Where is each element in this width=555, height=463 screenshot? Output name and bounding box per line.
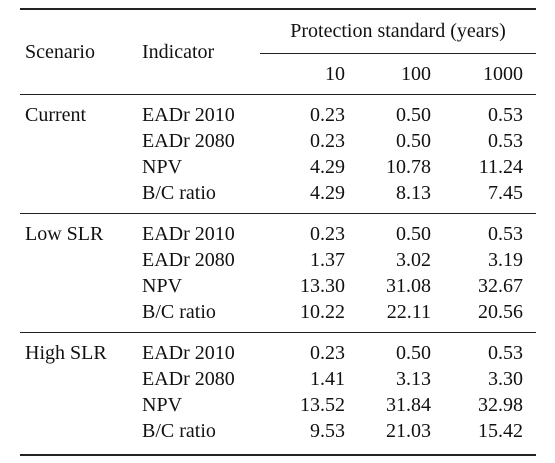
value-cell: 13.30 [300, 275, 345, 297]
indicator-label: B/C ratio [142, 420, 216, 442]
value-cell: 21.03 [386, 420, 431, 442]
value-cell: 32.98 [478, 394, 523, 416]
bottom-rule [20, 454, 536, 456]
indicator-label: NPV [142, 156, 183, 178]
value-cell: 9.53 [310, 420, 345, 442]
value-cell: 31.08 [386, 275, 431, 297]
subheader-rule [260, 53, 536, 54]
group-divider-1 [20, 213, 536, 214]
value-cell: 0.50 [396, 223, 431, 245]
scenario-label: High SLR [25, 342, 107, 364]
value-cell: 0.50 [396, 342, 431, 364]
indicator-label: EADr 2080 [142, 130, 235, 152]
header-year-10: 10 [325, 63, 345, 85]
value-cell: 32.67 [478, 275, 523, 297]
value-cell: 31.84 [386, 394, 431, 416]
scenario-label: Current [25, 104, 87, 126]
value-cell: 1.41 [310, 368, 345, 390]
indicator-label: EADr 2080 [142, 249, 235, 271]
value-cell: 0.23 [310, 223, 345, 245]
value-cell: 0.23 [310, 130, 345, 152]
value-cell: 4.29 [310, 156, 345, 178]
value-cell: 0.50 [396, 130, 431, 152]
header-protection-standard: Protection standard (years) [290, 20, 506, 42]
indicator-label: B/C ratio [142, 301, 216, 323]
value-cell: 11.24 [478, 156, 523, 178]
value-cell: 1.37 [310, 249, 345, 271]
value-cell: 3.30 [488, 368, 523, 390]
value-cell: 3.19 [488, 249, 523, 271]
value-cell: 0.53 [488, 104, 523, 126]
value-cell: 20.56 [478, 301, 523, 323]
indicator-label: B/C ratio [142, 182, 216, 204]
value-cell: 15.42 [478, 420, 523, 442]
header-year-100: 100 [401, 63, 431, 85]
value-cell: 13.52 [300, 394, 345, 416]
value-cell: 0.23 [310, 104, 345, 126]
indicator-label: EADr 2010 [142, 104, 235, 126]
header-bottom-rule [20, 94, 536, 95]
value-cell: 3.13 [396, 368, 431, 390]
header-indicator: Indicator [142, 41, 215, 63]
value-cell: 0.53 [488, 342, 523, 364]
indicator-label: EADr 2080 [142, 368, 235, 390]
value-cell: 10.22 [300, 301, 345, 323]
value-cell: 0.53 [488, 130, 523, 152]
top-rule [20, 8, 536, 10]
header-scenario: Scenario [25, 41, 95, 63]
indicator-label: NPV [142, 394, 183, 416]
group-divider-2 [20, 332, 536, 333]
value-cell: 7.45 [488, 182, 523, 204]
value-cell: 4.29 [310, 182, 345, 204]
indicator-label: EADr 2010 [142, 342, 235, 364]
value-cell: 0.50 [396, 104, 431, 126]
scenario-label: Low SLR [25, 223, 104, 245]
header-year-1000: 1000 [483, 63, 523, 85]
indicator-label: NPV [142, 275, 183, 297]
value-cell: 3.02 [396, 249, 431, 271]
value-cell: 10.78 [386, 156, 431, 178]
value-cell: 0.23 [310, 342, 345, 364]
value-cell: 22.11 [386, 301, 431, 323]
indicator-label: EADr 2010 [142, 223, 235, 245]
value-cell: 0.53 [488, 223, 523, 245]
value-cell: 8.13 [396, 182, 431, 204]
